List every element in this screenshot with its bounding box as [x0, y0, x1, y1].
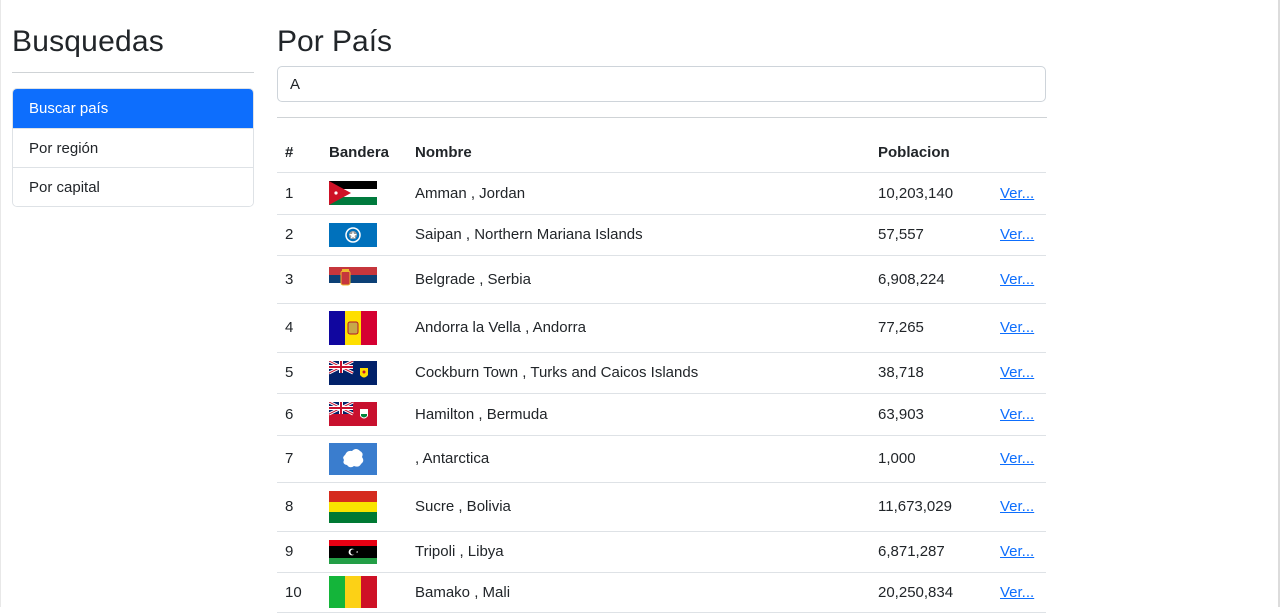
northern-mariana-islands-flag-icon [329, 222, 377, 247]
table-row: 4 Andorra la Vella , Andorra 77,265 Ver.… [277, 303, 1046, 353]
ver-link[interactable]: Ver... [1000, 583, 1035, 601]
row-number: 8 [277, 482, 321, 532]
country-name: Belgrade , Serbia [407, 255, 870, 304]
header-flag: Bandera [321, 134, 407, 173]
countries-table: # Bandera Nombre Poblacion 1 [277, 134, 1046, 613]
country-population: 1,000 [870, 435, 992, 483]
country-name: Andorra la Vella , Andorra [407, 303, 870, 353]
antarctica-flag-icon [329, 442, 377, 475]
country-name: , Antarctica [407, 435, 870, 483]
page-title: Por País [277, 25, 393, 58]
libya-flag-icon [329, 539, 377, 564]
table-row: 1 Amman , Jordan 10,203,140 Ver... [277, 172, 1046, 215]
ver-link[interactable]: Ver... [1000, 450, 1035, 467]
row-number: 6 [277, 393, 321, 436]
jordan-flag-icon [329, 181, 377, 205]
ver-link[interactable]: Ver... [1000, 498, 1035, 515]
country-population: 57,557 [870, 214, 992, 256]
ver-link[interactable]: Ver... [1000, 364, 1035, 381]
ver-link[interactable]: Ver... [1000, 319, 1035, 336]
row-number: 2 [277, 214, 321, 256]
country-name: Hamilton , Bermuda [407, 393, 870, 436]
table-row: 6 Hami [277, 393, 1046, 436]
country-population: 77,265 [870, 303, 992, 353]
header-actions [992, 134, 1046, 173]
sidebar-menu: Buscar país Por región Por capital [12, 88, 254, 207]
table-row: 7 , Antarctica 1,000 Ver... [277, 435, 1046, 483]
country-population: 38,718 [870, 352, 992, 394]
sidebar-title: Busquedas [12, 25, 164, 58]
country-population: 10,203,140 [870, 172, 992, 215]
andorra-flag-icon [329, 310, 377, 345]
country-population: 20,250,834 [870, 572, 992, 613]
row-number: 1 [277, 172, 321, 215]
row-number: 5 [277, 352, 321, 394]
table-header-row: # Bandera Nombre Poblacion [277, 134, 1046, 173]
row-number: 7 [277, 435, 321, 483]
search-input[interactable] [277, 66, 1046, 102]
table-row: 2 Saipan , Northern Mariana Islands 57,5… [277, 214, 1046, 256]
sidebar-item-por-capital[interactable]: Por capital [13, 167, 253, 206]
header-number: # [277, 134, 321, 173]
country-population: 63,903 [870, 393, 992, 436]
ver-link[interactable]: Ver... [1000, 184, 1035, 202]
header-name: Nombre [407, 134, 870, 173]
country-population: 6,908,224 [870, 255, 992, 304]
sidebar-item-buscar-pais[interactable]: Buscar país [13, 89, 253, 128]
table-row: 3 Belgrade , Serbia 6,908,224 Ver.. [277, 255, 1046, 304]
table-row: 8 Sucre , Bolivia 11,673,029 Ver... [277, 482, 1046, 532]
country-population: 6,871,287 [870, 531, 992, 573]
row-number: 9 [277, 531, 321, 573]
serbia-flag-icon [329, 267, 377, 291]
country-name: Saipan , Northern Mariana Islands [407, 214, 870, 256]
country-population: 11,673,029 [870, 482, 992, 532]
main-content: Por País # Bandera Nombre Poblacion 1 [277, 24, 1047, 613]
table-row: 5 Cockburn Town , Tur [277, 352, 1046, 394]
main-divider [277, 117, 1047, 118]
ver-link[interactable]: Ver... [1000, 270, 1035, 288]
ver-link[interactable]: Ver... [1000, 226, 1035, 243]
sidebar-divider [12, 72, 254, 73]
table-row: 9 Tripoli , Libya 6,871,287 [277, 531, 1046, 573]
bermuda-flag-icon [329, 402, 377, 426]
country-name: Cockburn Town , Turks and Caicos Islands [407, 352, 870, 394]
bolivia-flag-icon [329, 490, 377, 523]
mali-flag-icon [329, 576, 377, 608]
sidebar: Busquedas Buscar país Por región Por cap… [12, 24, 254, 207]
country-name: Sucre , Bolivia [407, 482, 870, 532]
sidebar-item-por-region[interactable]: Por región [13, 128, 253, 167]
ver-link[interactable]: Ver... [1000, 405, 1035, 423]
row-number: 3 [277, 255, 321, 304]
turks-and-caicos-flag-icon [329, 360, 377, 385]
country-name: Tripoli , Libya [407, 531, 870, 573]
row-number: 10 [277, 572, 321, 613]
country-name: Bamako , Mali [407, 572, 870, 613]
table-row: 10 Bamako , Mali 20,250,834 Ver... [277, 572, 1046, 613]
row-number: 4 [277, 303, 321, 353]
header-population: Poblacion [870, 134, 992, 173]
ver-link[interactable]: Ver... [1000, 543, 1035, 560]
country-name: Amman , Jordan [407, 172, 870, 215]
